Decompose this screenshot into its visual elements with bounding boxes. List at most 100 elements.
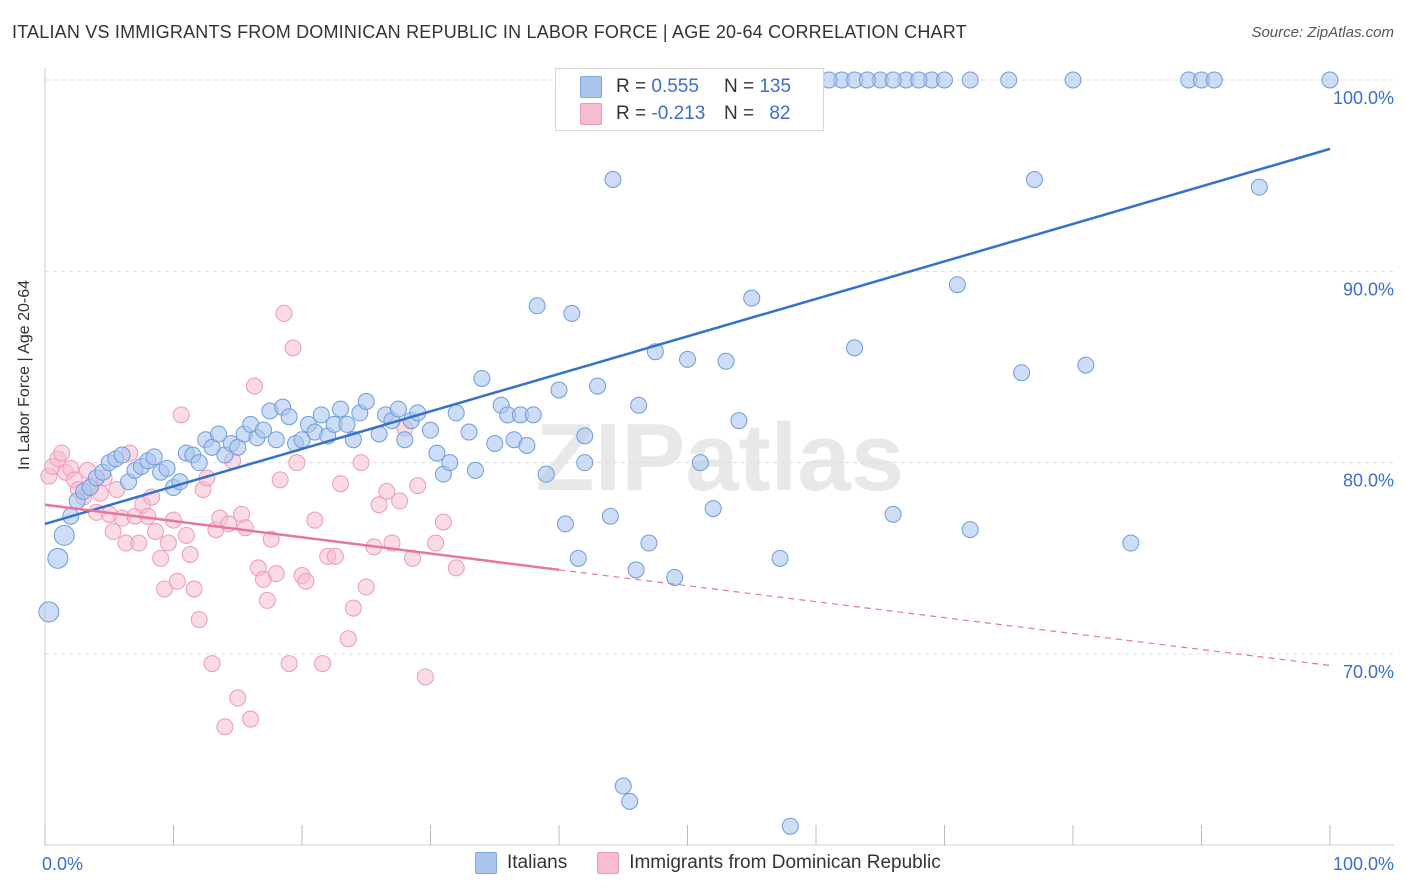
pink-point <box>181 546 199 564</box>
axes <box>44 68 1394 846</box>
blue-point <box>267 431 285 449</box>
pink-point <box>314 655 332 673</box>
blue-point <box>569 549 587 567</box>
series-swatch-blue <box>475 852 497 874</box>
blue-point <box>910 71 928 89</box>
pink-point <box>177 526 195 544</box>
legend-row-dominican: R = -0.213 N = 82 <box>580 102 790 126</box>
blue-point <box>556 515 574 533</box>
blue-point <box>280 408 298 426</box>
chart-source: Source: ZipAtlas.com <box>1251 24 1394 41</box>
blue-point <box>312 406 330 424</box>
series-swatch-pink <box>597 852 620 874</box>
blue-point <box>1250 178 1268 196</box>
blue-point <box>550 381 568 399</box>
watermark: ZIPatlas <box>536 404 904 511</box>
pink-point <box>447 559 465 577</box>
pink-point <box>284 339 302 357</box>
blue-point <box>528 297 546 315</box>
blue-point <box>576 454 594 472</box>
legend-r-value: -0.213 <box>651 103 706 124</box>
pink-point <box>168 572 186 590</box>
blue-point <box>630 396 648 414</box>
pink-point <box>130 534 148 552</box>
pink-point <box>339 630 357 648</box>
blue-point <box>524 406 542 424</box>
pink-point <box>242 710 260 728</box>
legend-n-value: 82 <box>769 103 791 124</box>
blue-point <box>518 436 536 454</box>
pink-point <box>434 513 452 531</box>
pink-trend-extension <box>558 569 1331 667</box>
blue-point <box>460 423 478 441</box>
blue-point <box>1000 71 1018 89</box>
blue-point <box>640 534 658 552</box>
blue-point <box>389 400 407 418</box>
gridlines <box>45 79 1394 655</box>
pink-point <box>159 534 177 552</box>
blue-point <box>858 71 876 89</box>
blue-point <box>771 549 789 567</box>
y-tick-label: 80.0% <box>1343 471 1394 491</box>
blue-point <box>627 561 645 579</box>
blue-point <box>447 404 465 422</box>
pink-point <box>152 549 170 567</box>
blue-point <box>717 352 735 370</box>
blue-point <box>466 461 484 479</box>
series-legend-italians[interactable]: Italians <box>475 852 567 874</box>
blue-point <box>884 505 902 523</box>
pink-point <box>172 406 190 424</box>
blue-point <box>884 71 902 89</box>
blue-series-points <box>38 71 1339 835</box>
blue-point <box>53 524 75 546</box>
pink-point <box>275 304 293 322</box>
blue-point <box>936 71 953 89</box>
pink-point <box>326 547 344 565</box>
blue-point <box>422 421 439 439</box>
blue-point <box>1122 534 1140 552</box>
blue-point <box>158 459 176 477</box>
pink-point <box>297 572 315 590</box>
blue-point <box>473 369 491 387</box>
blue-point <box>1321 71 1339 89</box>
blue-point <box>190 454 208 472</box>
x-tick-label: 0.0% <box>42 854 83 874</box>
legend-n-label: N = <box>723 103 755 124</box>
blue-point <box>679 350 696 368</box>
tick-labels: 70.0% 80.0% 90.0% 100.0% 0.0% 100.0% <box>42 88 1394 874</box>
blue-point <box>601 507 619 525</box>
pink-trend-line <box>44 503 560 572</box>
blue-point <box>113 446 131 464</box>
blue-point <box>704 500 722 518</box>
pink-point <box>427 534 445 552</box>
blue-point <box>948 276 966 294</box>
pink-point <box>190 611 208 629</box>
pink-point <box>53 444 71 462</box>
blue-point <box>254 421 272 439</box>
blue-point <box>338 415 356 433</box>
legend-r-label: R = <box>616 76 647 97</box>
correlation-legend: R = 0.555 N = 135 R = -0.213 N = 82 <box>555 68 824 131</box>
pink-point <box>216 718 234 736</box>
blue-point <box>332 400 350 418</box>
chart-title: ITALIAN VS IMMIGRANTS FROM DOMINICAN REP… <box>12 22 967 42</box>
pink-point <box>357 578 375 596</box>
series-legend-dominican[interactable]: Immigrants from Dominican Republic <box>597 852 941 874</box>
blue-point <box>614 777 632 795</box>
legend-swatch-pink <box>580 103 602 125</box>
blue-point <box>781 817 799 835</box>
blue-point <box>604 170 622 188</box>
pink-point <box>288 454 306 472</box>
pink-point <box>409 477 427 495</box>
blue-point <box>846 339 864 357</box>
blue-point <box>691 454 709 472</box>
pink-point <box>185 580 203 598</box>
blue-point <box>38 601 60 623</box>
blue-point <box>1077 356 1095 374</box>
blue-point <box>47 547 69 569</box>
pink-point <box>229 689 247 707</box>
series-legend: Italians Immigrants from Dominican Repub… <box>475 852 971 874</box>
blue-point <box>730 412 748 430</box>
pink-point <box>236 519 254 537</box>
pink-point <box>280 655 298 673</box>
